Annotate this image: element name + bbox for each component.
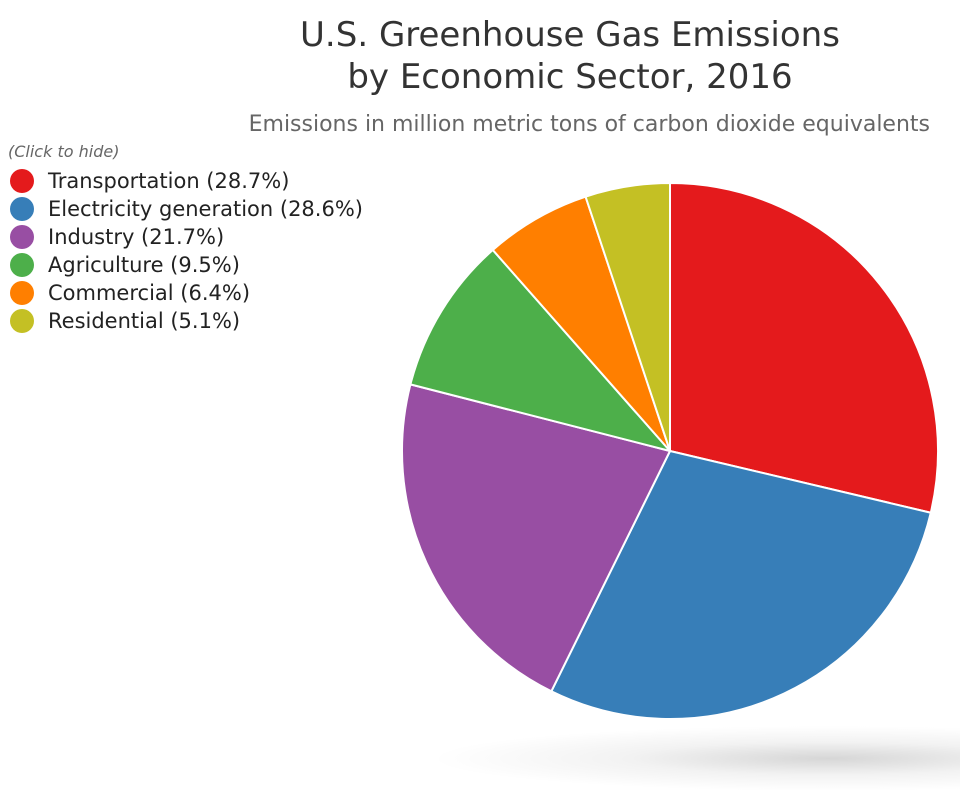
legend-label-transportation: Transportation (28.7%): [48, 169, 290, 193]
pie-slice-transportation[interactable]: [669, 182, 939, 514]
pie-slice-residential[interactable]: [584, 182, 671, 452]
pie-slice-electricity-generation[interactable]: [550, 450, 932, 720]
legend-swatch-residential: [10, 309, 34, 333]
legend-item-commercial[interactable]: Commercial (6.4%): [10, 279, 363, 307]
legend-item-transportation[interactable]: Transportation (28.7%): [10, 167, 363, 195]
legend-label-commercial: Commercial (6.4%): [48, 281, 251, 305]
legend-label-agriculture: Agriculture (9.5%): [48, 253, 240, 277]
chart-subtitle: Emissions in million metric tons of carb…: [248, 112, 930, 137]
legend-item-agriculture[interactable]: Agriculture (9.5%): [10, 251, 363, 279]
legend-item-industry[interactable]: Industry (21.7%): [10, 223, 363, 251]
legend-label-residential: Residential (5.1%): [48, 309, 241, 333]
legend-swatch-industry: [10, 225, 34, 249]
legend-item-electricity-generation[interactable]: Electricity generation (28.6%): [10, 195, 363, 223]
legend-swatch-electricity-generation: [10, 197, 34, 221]
legend-swatch-agriculture: [10, 253, 34, 277]
legend-label-industry: Industry (21.7%): [48, 225, 225, 249]
pie-slice-agriculture[interactable]: [409, 248, 671, 452]
legend: Transportation (28.7%) Electricity gener…: [10, 167, 363, 335]
legend-item-residential[interactable]: Residential (5.1%): [10, 307, 363, 335]
legend-hint: (Click to hide): [8, 142, 120, 161]
chart-title: U.S. Greenhouse Gas Emissions by Economi…: [270, 14, 870, 98]
legend-swatch-transportation: [10, 169, 34, 193]
chart-title-line-1: U.S. Greenhouse Gas Emissions: [300, 15, 840, 55]
legend-swatch-commercial: [10, 281, 34, 305]
chart-title-line-2: by Economic Sector, 2016: [347, 57, 793, 97]
legend-label-electricity-generation: Electricity generation (28.6%): [48, 197, 363, 221]
pie-slice-industry[interactable]: [401, 383, 671, 693]
